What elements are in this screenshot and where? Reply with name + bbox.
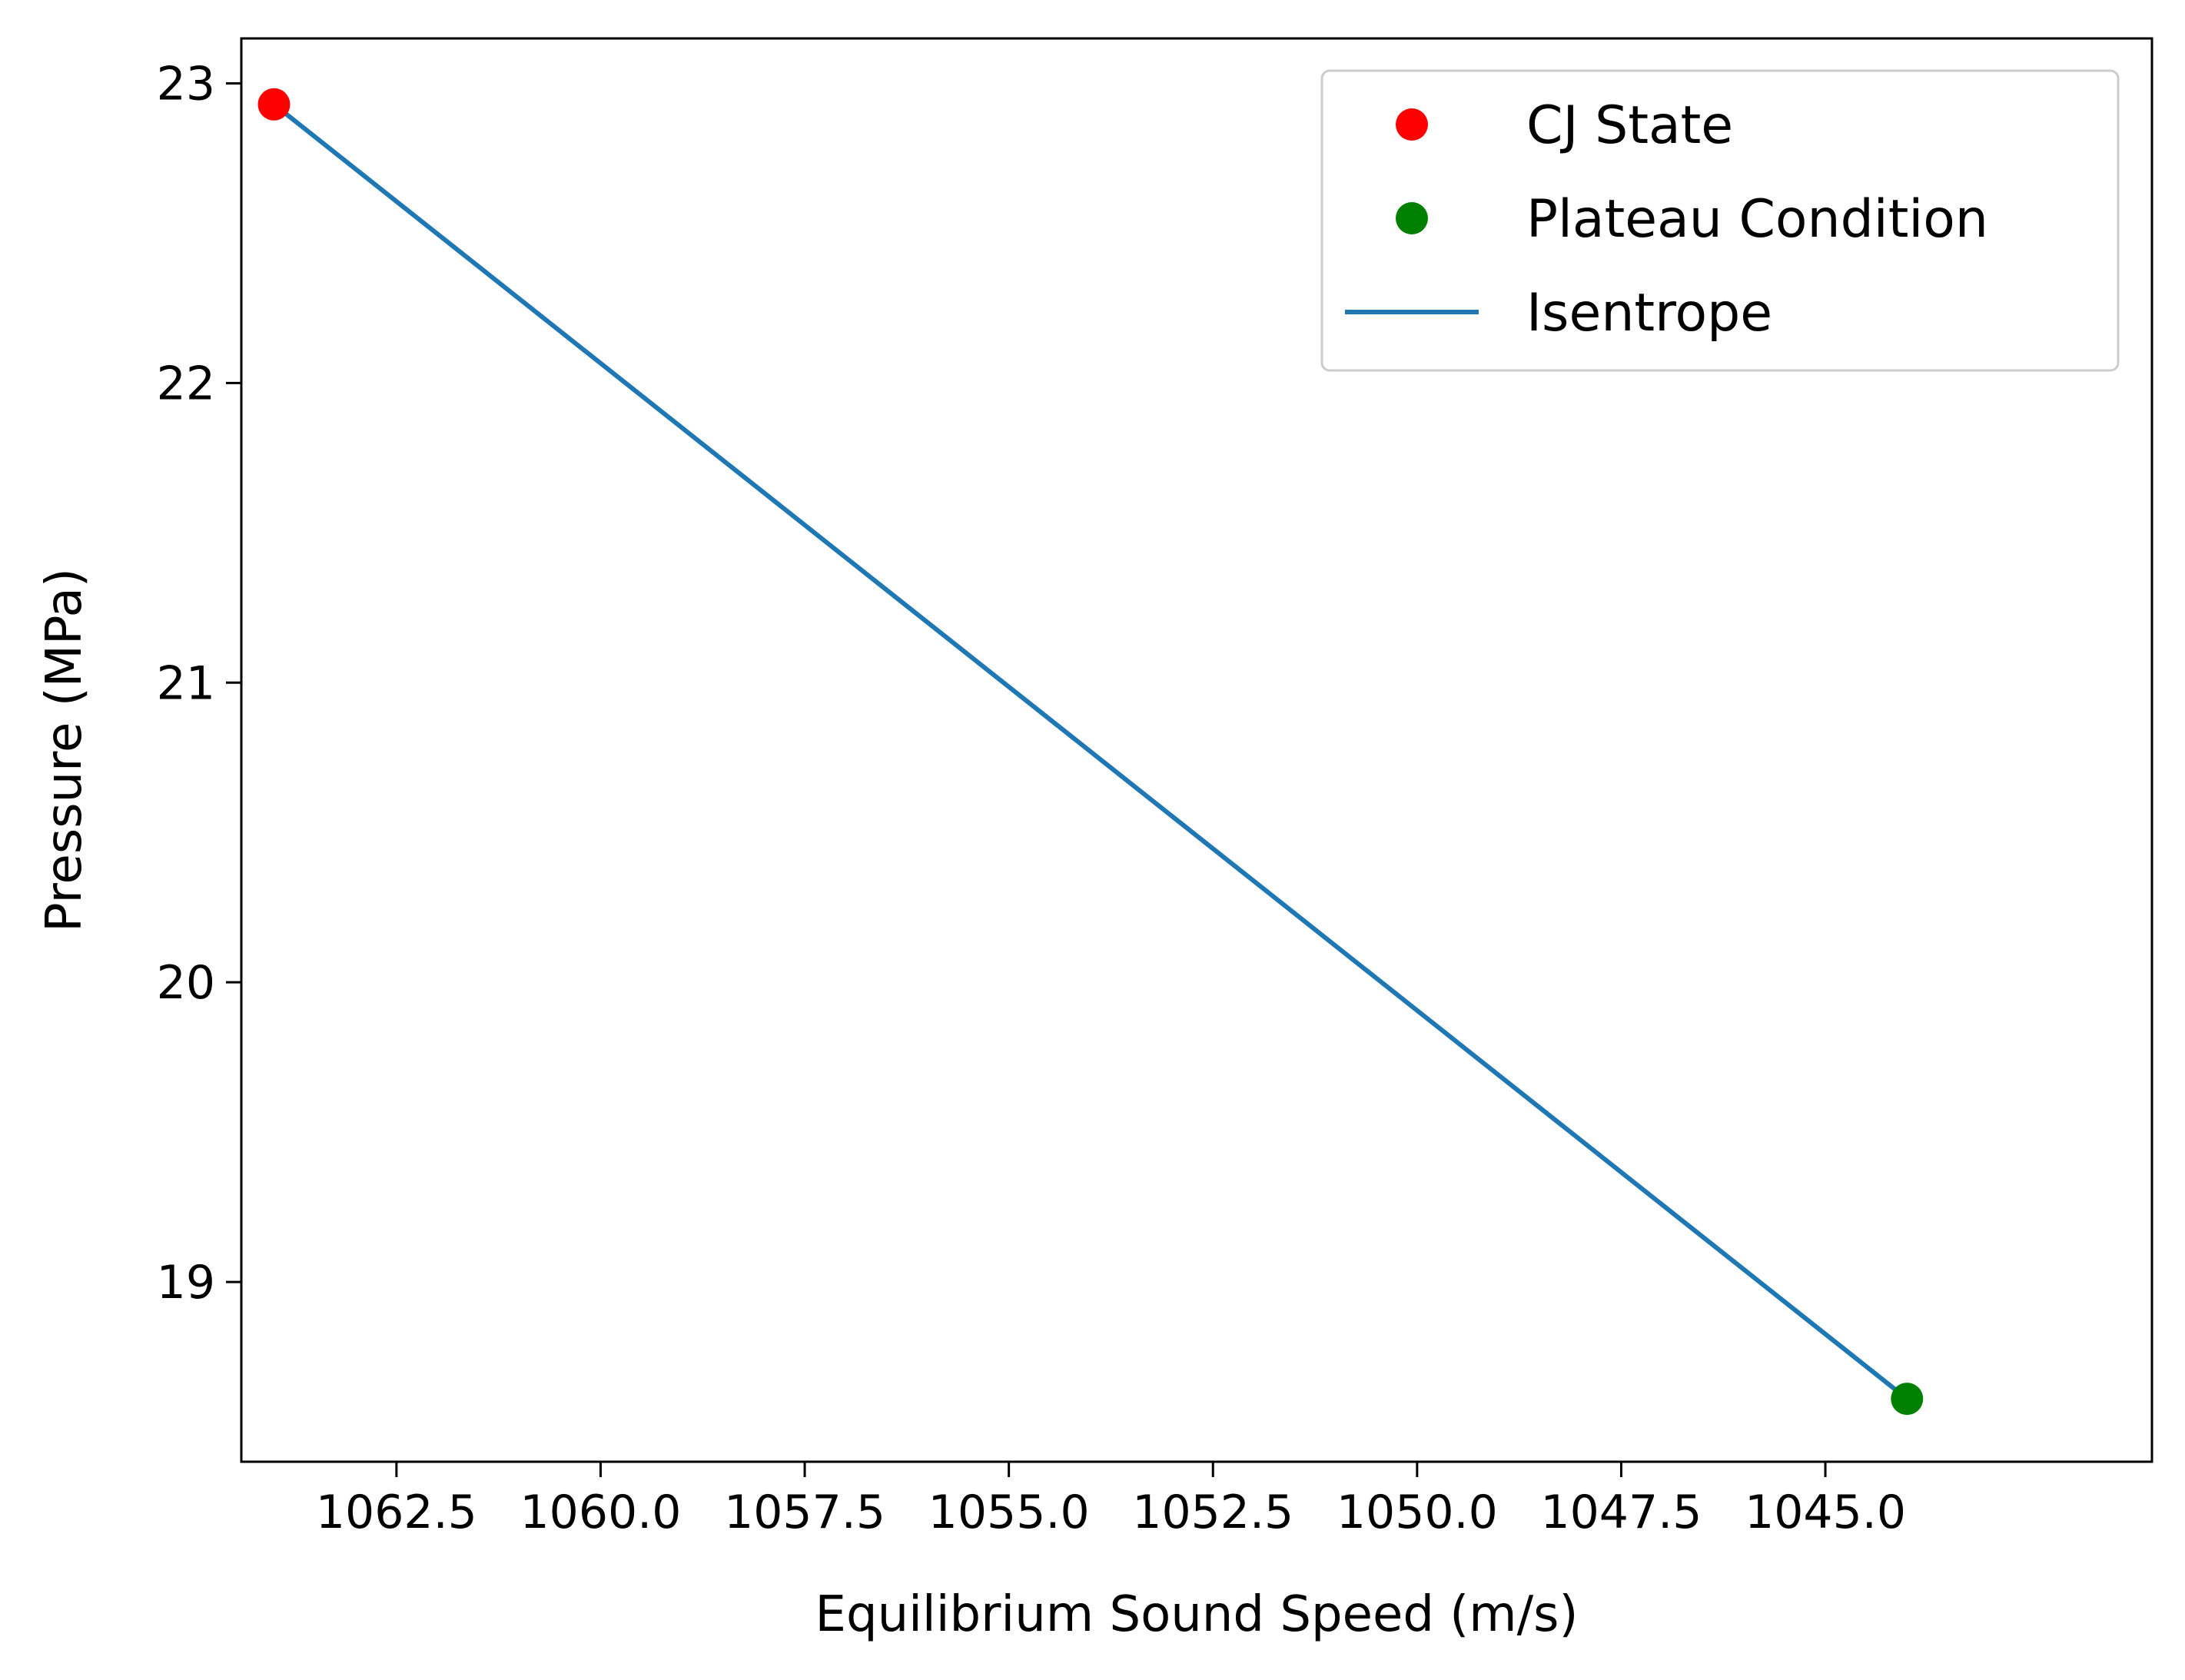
legend-marker-plateau-condition <box>1396 202 1428 234</box>
legend: CJ State Plateau Condition Isentrope <box>1320 69 2120 372</box>
legend-frame <box>1320 69 2120 372</box>
series-line-isentrope <box>271 101 1911 1403</box>
x-tick-label: 1052.5 <box>1132 1486 1293 1539</box>
legend-label-plateau-condition: Plateau Condition <box>1526 189 1988 250</box>
plot-frame <box>240 37 2153 1463</box>
legend-label-isentrope: Isentrope <box>1526 283 1772 344</box>
legend-label-cj-state: CJ State <box>1526 95 1733 156</box>
point-cj-state <box>257 88 291 121</box>
y-tick-label: 20 <box>157 956 215 1010</box>
y-tick-label: 19 <box>157 1256 215 1310</box>
x-tick-label: 1057.5 <box>724 1486 885 1539</box>
x-tick-label: 1047.5 <box>1540 1486 1702 1539</box>
x-axis-ticks: 1062.5 1060.0 1057.5 1055.0 1052.5 1050.0 1047… <box>316 1462 1906 1539</box>
point-plateau-condition <box>1891 1383 1924 1416</box>
plot-area <box>257 88 1924 1416</box>
y-tick-label: 23 <box>157 57 215 111</box>
y-tick-label: 21 <box>157 656 215 710</box>
x-tick-label: 1050.0 <box>1337 1486 1498 1539</box>
x-tick-label: 1045.0 <box>1745 1486 1906 1539</box>
legend-marker-cj-state <box>1396 108 1428 141</box>
x-tick-label: 1060.0 <box>520 1486 681 1539</box>
x-axis-label: Equilibrium Sound Speed (m/s) <box>815 1586 1579 1643</box>
x-tick-label: 1055.0 <box>928 1486 1090 1539</box>
y-axis-ticks: 19 20 21 22 23 <box>157 57 241 1310</box>
y-tick-label: 22 <box>157 357 215 410</box>
x-tick-label: 1062.5 <box>316 1486 477 1539</box>
y-axis-label: Pressure (MPa) <box>36 568 93 932</box>
